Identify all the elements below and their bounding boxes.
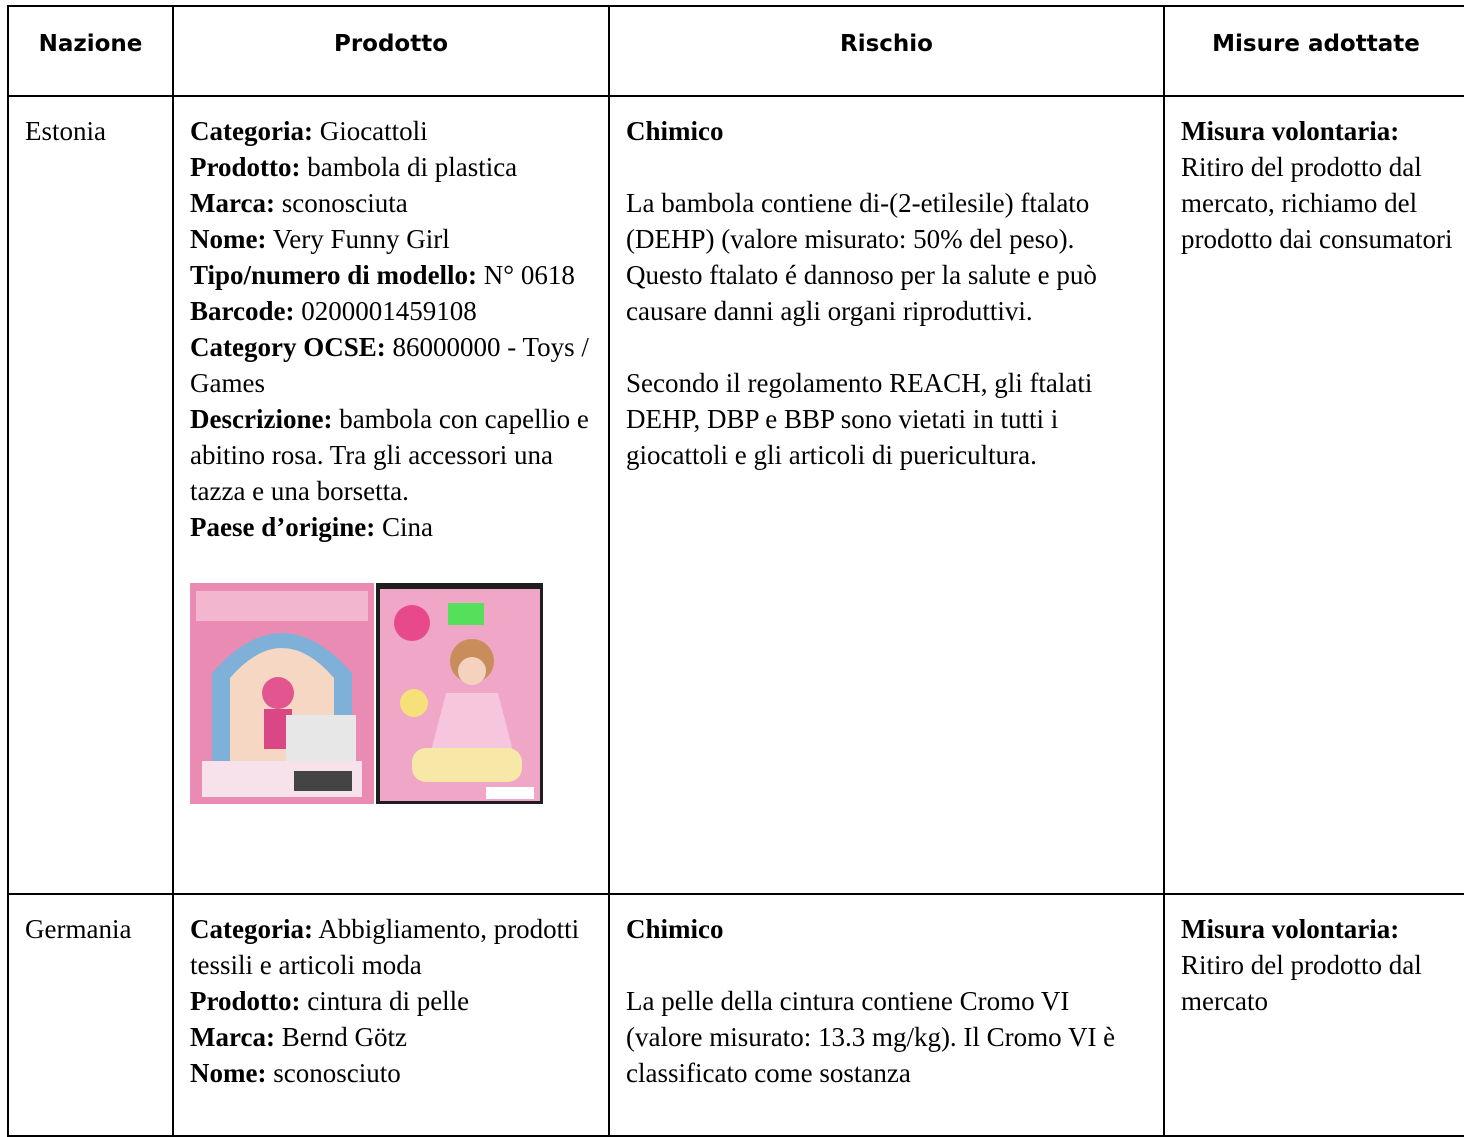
- column-header: Nazione: [7, 5, 174, 97]
- product-cell: Categoria: Giocattoli Prodotto: bambola …: [172, 95, 610, 895]
- field: Barcode: 0200001459108: [190, 293, 594, 329]
- measures-label: Misura volontaria:: [1181, 116, 1400, 146]
- field-value: 0200001459108: [301, 296, 477, 326]
- field: Nome: sconosciuto: [190, 1055, 594, 1091]
- field: Marca: sconosciuta: [190, 185, 594, 221]
- field-value: bambola di plastica: [307, 152, 518, 182]
- field-value: Very Funny Girl: [272, 224, 450, 254]
- field-value: bambola con capellio e abitino rosa. Tra…: [190, 404, 589, 506]
- risk-heading: Chimico: [626, 116, 724, 146]
- field-label: Prodotto:: [190, 152, 301, 182]
- row: Estonia Categoria: Giocattoli Prodotto: …: [7, 95, 1464, 895]
- product-photos: [190, 583, 594, 804]
- recall-table: Nazione Prodotto Rischio Misure adottate…: [7, 5, 1464, 1137]
- risk-cell: Chimico La pelle della cintura contiene …: [608, 893, 1165, 1137]
- risk-text: Secondo il regolamento REACH, gli ftalat…: [626, 368, 1093, 470]
- risk-heading: Chimico: [626, 914, 724, 944]
- field-label: Barcode:: [190, 296, 295, 326]
- field-value: Cina: [381, 512, 433, 542]
- field-label: Paese d’origine:: [190, 512, 376, 542]
- field-value: Bernd Götz: [281, 1022, 407, 1052]
- field: Paese d’origine: Cina: [190, 509, 594, 545]
- field-label: Nome:: [190, 224, 267, 254]
- measures-text: Ritiro del prodotto dal mercato, richiam…: [1181, 152, 1453, 254]
- field-value: N° 0618: [483, 260, 575, 290]
- field-value: cintura di pelle: [307, 986, 470, 1016]
- field-label: Marca:: [190, 1022, 275, 1052]
- measures-cell: Misura volontaria: Ritiro del prodotto d…: [1163, 893, 1464, 1137]
- field: Descrizione: bambola con capellio e abit…: [190, 401, 594, 509]
- field: Categoria: Giocattoli: [190, 113, 594, 149]
- field-label: Categoria:: [190, 914, 313, 944]
- field-label: Category OCSE:: [190, 332, 386, 362]
- measures-text: Ritiro del prodotto dal mercato: [1181, 950, 1422, 1016]
- header-row: Nazione Prodotto Rischio Misure adottate: [7, 5, 1464, 97]
- field: Prodotto: cintura di pelle: [190, 983, 594, 1019]
- column-header: Rischio: [608, 5, 1165, 97]
- field: Tipo/numero di modello: N° 0618: [190, 257, 594, 293]
- field-label: Marca:: [190, 188, 275, 218]
- field-label: Nome:: [190, 1058, 267, 1088]
- country: Germania: [7, 893, 174, 1137]
- field-value: sconosciuta: [281, 188, 408, 218]
- field-label: Descrizione:: [190, 404, 333, 434]
- column-header: Misure adottate: [1163, 5, 1464, 97]
- photo: [376, 583, 543, 804]
- page: Nazione Prodotto Rischio Misure adottate…: [7, 5, 1464, 1137]
- field: Nome: Very Funny Girl: [190, 221, 594, 257]
- product-cell: Categoria: Abbigliamento, prodotti tessi…: [172, 893, 610, 1137]
- country: Estonia: [7, 95, 174, 895]
- risk-cell: Chimico La bambola contiene di-(2-etiles…: [608, 95, 1165, 895]
- field: Categoria: Abbigliamento, prodotti tessi…: [190, 911, 594, 983]
- photo: [190, 583, 374, 804]
- measures-cell: Misura volontaria: Ritiro del prodotto d…: [1163, 95, 1464, 895]
- field: Category OCSE: 86000000 - Toys / Games: [190, 329, 594, 401]
- field: Marca: Bernd Götz: [190, 1019, 594, 1055]
- field-label: Tipo/numero di modello:: [190, 260, 478, 290]
- risk-text: La pelle della cintura contiene Cromo VI…: [626, 986, 1116, 1088]
- field-value: Giocattoli: [319, 116, 428, 146]
- measures-label: Misura volontaria:: [1181, 914, 1400, 944]
- field-label: Categoria:: [190, 116, 313, 146]
- field-value: 86000000 - Toys / Games: [190, 332, 589, 398]
- risk-text: La bambola contiene di-(2-etilesile) fta…: [626, 188, 1097, 326]
- column-header: Prodotto: [172, 5, 610, 97]
- field-label: Prodotto:: [190, 986, 301, 1016]
- field-value: Abbigliamento, prodotti tessili e artico…: [190, 914, 580, 980]
- field-value: sconosciuto: [273, 1058, 401, 1088]
- field: Prodotto: bambola di plastica: [190, 149, 594, 185]
- row: Germania Categoria: Abbigliamento, prodo…: [7, 893, 1464, 1137]
